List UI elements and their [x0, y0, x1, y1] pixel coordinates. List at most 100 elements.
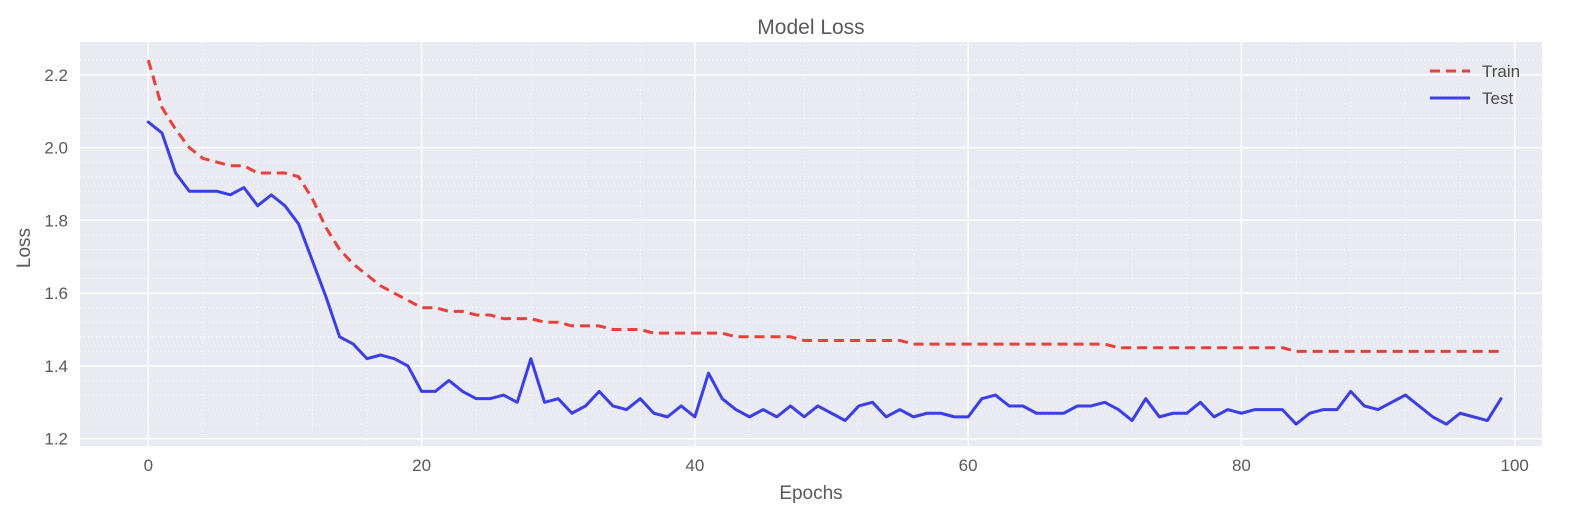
data-point-train — [1172, 347, 1174, 349]
series-line-test — [146, 120, 1503, 426]
data-point-train — [297, 175, 299, 177]
data-point-test — [1172, 412, 1174, 414]
data-point-train — [407, 299, 409, 301]
data-point-test — [366, 357, 368, 359]
data-point-train — [598, 325, 600, 327]
data-point-train — [256, 172, 258, 174]
data-point-test — [571, 412, 573, 414]
chart-title: Model Loss — [757, 16, 864, 39]
data-point-test — [803, 416, 805, 418]
y-axis-label: Loss — [14, 228, 35, 268]
data-point-train — [1145, 347, 1147, 349]
data-point-train — [1186, 347, 1188, 349]
data-point-test — [215, 190, 217, 192]
y-tick-label: 1.4 — [44, 357, 68, 376]
data-point-train — [1281, 347, 1283, 349]
data-point-test — [502, 394, 504, 396]
data-point-train — [680, 332, 682, 334]
data-point-test — [379, 354, 381, 356]
data-point-test — [953, 416, 955, 418]
data-point-train — [1254, 347, 1256, 349]
data-point-test — [871, 401, 873, 403]
data-point-train — [1117, 347, 1119, 349]
data-point-test — [885, 416, 887, 418]
data-point-train — [858, 339, 860, 341]
data-point-train — [448, 310, 450, 312]
data-point-train — [1213, 347, 1215, 349]
data-point-test — [639, 397, 641, 399]
data-point-train — [1431, 350, 1433, 352]
data-point-train — [243, 165, 245, 167]
data-point-test — [407, 365, 409, 367]
data-point-test — [598, 390, 600, 392]
data-point-test — [297, 223, 299, 225]
data-point-test — [1350, 390, 1352, 392]
y-tick-labels: 1.2 1.4 1.6 1.8 2.0 2.2 — [44, 66, 68, 449]
data-point-test — [1104, 401, 1106, 403]
data-point-test — [202, 190, 204, 192]
data-point-train — [994, 343, 996, 345]
data-point-test — [338, 336, 340, 338]
data-point-train — [1486, 350, 1488, 352]
data-point-test — [653, 412, 655, 414]
data-point-test — [762, 408, 764, 410]
data-point-train — [366, 274, 368, 276]
data-point-test — [1309, 412, 1311, 414]
data-point-test — [735, 408, 737, 410]
data-point-test — [147, 121, 149, 123]
data-point-test — [612, 405, 614, 407]
data-point-test — [1363, 405, 1365, 407]
data-point-test — [393, 357, 395, 359]
data-point-test — [789, 405, 791, 407]
data-point-test — [994, 394, 996, 396]
x-tick-label: 60 — [959, 456, 978, 475]
data-point-train — [735, 336, 737, 338]
data-point-train — [748, 336, 750, 338]
data-point-train — [420, 306, 422, 308]
data-point-train — [1008, 343, 1010, 345]
data-point-train — [557, 321, 559, 323]
data-point-test — [1472, 416, 1474, 418]
y-tick-label: 1.8 — [44, 211, 68, 230]
data-point-test — [926, 412, 928, 414]
data-point-test — [1268, 408, 1270, 410]
data-point-train — [776, 336, 778, 338]
data-point-train — [270, 172, 272, 174]
data-point-train — [215, 161, 217, 163]
data-point-test — [1486, 419, 1488, 421]
data-point-train — [694, 332, 696, 334]
data-point-test — [448, 379, 450, 381]
data-point-test — [1022, 405, 1024, 407]
data-point-train — [284, 172, 286, 174]
data-point-test — [1445, 423, 1447, 425]
data-point-test — [530, 357, 532, 359]
data-point-test — [434, 390, 436, 392]
data-point-test — [1213, 416, 1215, 418]
data-point-test — [543, 401, 545, 403]
data-point-train — [967, 343, 969, 345]
data-point-test — [981, 397, 983, 399]
data-point-test — [967, 416, 969, 418]
data-point-test — [352, 343, 354, 345]
data-point-train — [571, 325, 573, 327]
data-point-test — [1240, 412, 1242, 414]
data-point-train — [926, 343, 928, 345]
data-point-test — [174, 172, 176, 174]
data-point-test — [1377, 408, 1379, 410]
data-point-test — [284, 205, 286, 207]
data-point-train — [1350, 350, 1352, 352]
data-point-test — [1158, 416, 1160, 418]
data-point-test — [1199, 401, 1201, 403]
data-point-test — [1322, 408, 1324, 410]
data-point-test — [1063, 412, 1065, 414]
x-axis-label: Epochs — [779, 483, 842, 504]
data-point-test — [694, 416, 696, 418]
data-point-test — [748, 416, 750, 418]
data-point-train — [1076, 343, 1078, 345]
data-point-test — [1049, 412, 1051, 414]
data-point-train — [202, 157, 204, 159]
data-point-train — [953, 343, 955, 345]
data-point-test — [557, 397, 559, 399]
data-point-train — [338, 248, 340, 250]
data-point-test — [680, 405, 682, 407]
